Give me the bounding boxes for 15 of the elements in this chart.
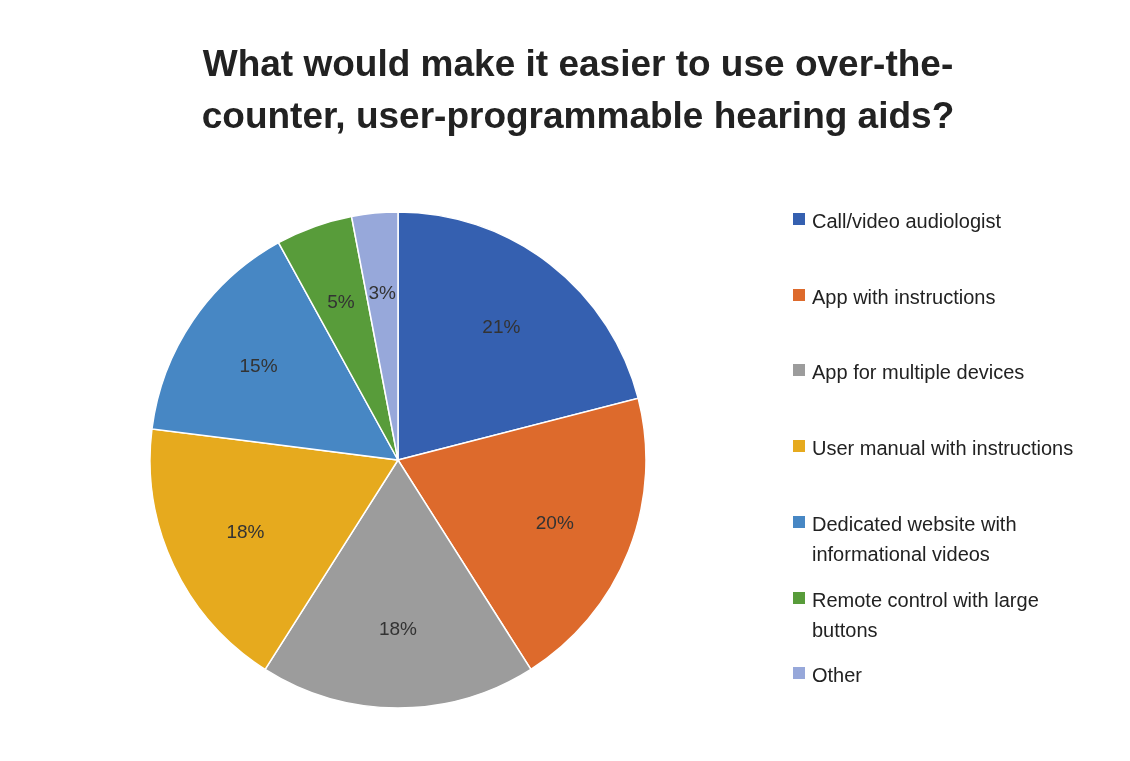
legend-label: App with instructions xyxy=(812,284,997,310)
data-label: 3% xyxy=(368,281,396,303)
data-label: 18% xyxy=(226,521,265,543)
chart-title: What would make it easier to use over-the-counter, user-programmable hearing aids? xyxy=(200,42,956,138)
data-label: 18% xyxy=(378,618,418,640)
legend-label: Call/video audiologist xyxy=(812,209,1002,234)
data-label: 20% xyxy=(535,511,574,533)
legend-label: Dedicated website with informational videos xyxy=(812,511,1018,567)
data-label: 15% xyxy=(239,354,278,376)
legend-label: Remote control with large buttons xyxy=(812,587,1040,643)
data-label: 21% xyxy=(482,316,521,338)
legend-label: Other xyxy=(812,663,864,689)
data-label: 5% xyxy=(327,290,355,312)
legend-label: App for multiple devices xyxy=(812,360,1026,386)
legend-label: User manual with instructions xyxy=(812,436,1075,462)
